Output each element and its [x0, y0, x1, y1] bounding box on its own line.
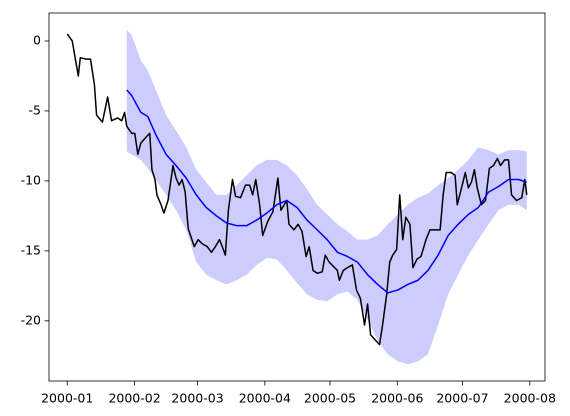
line-series	[66, 33, 528, 346]
y-tick-label: 0	[33, 32, 41, 47]
line-series	[126, 89, 528, 294]
axes-frame	[48, 12, 546, 382]
y-tick-label: -20	[21, 312, 41, 327]
x-tick-label: 2000-08	[504, 391, 556, 406]
y-tick-label: -15	[21, 242, 41, 257]
x-tick-label: 2000-06	[371, 391, 423, 406]
x-tick-label: 2000-01	[41, 391, 93, 406]
x-tick-label: 2000-03	[171, 391, 223, 406]
confidence-band	[126, 29, 527, 365]
x-tick-label: 2000-02	[108, 391, 160, 406]
y-tick-label: -5	[29, 102, 41, 117]
x-tick-label: 2000-04	[239, 391, 291, 406]
x-tick-label: 2000-07	[436, 391, 488, 406]
x-tick-label: 2000-05	[304, 391, 356, 406]
y-tick-label: -10	[21, 172, 41, 187]
